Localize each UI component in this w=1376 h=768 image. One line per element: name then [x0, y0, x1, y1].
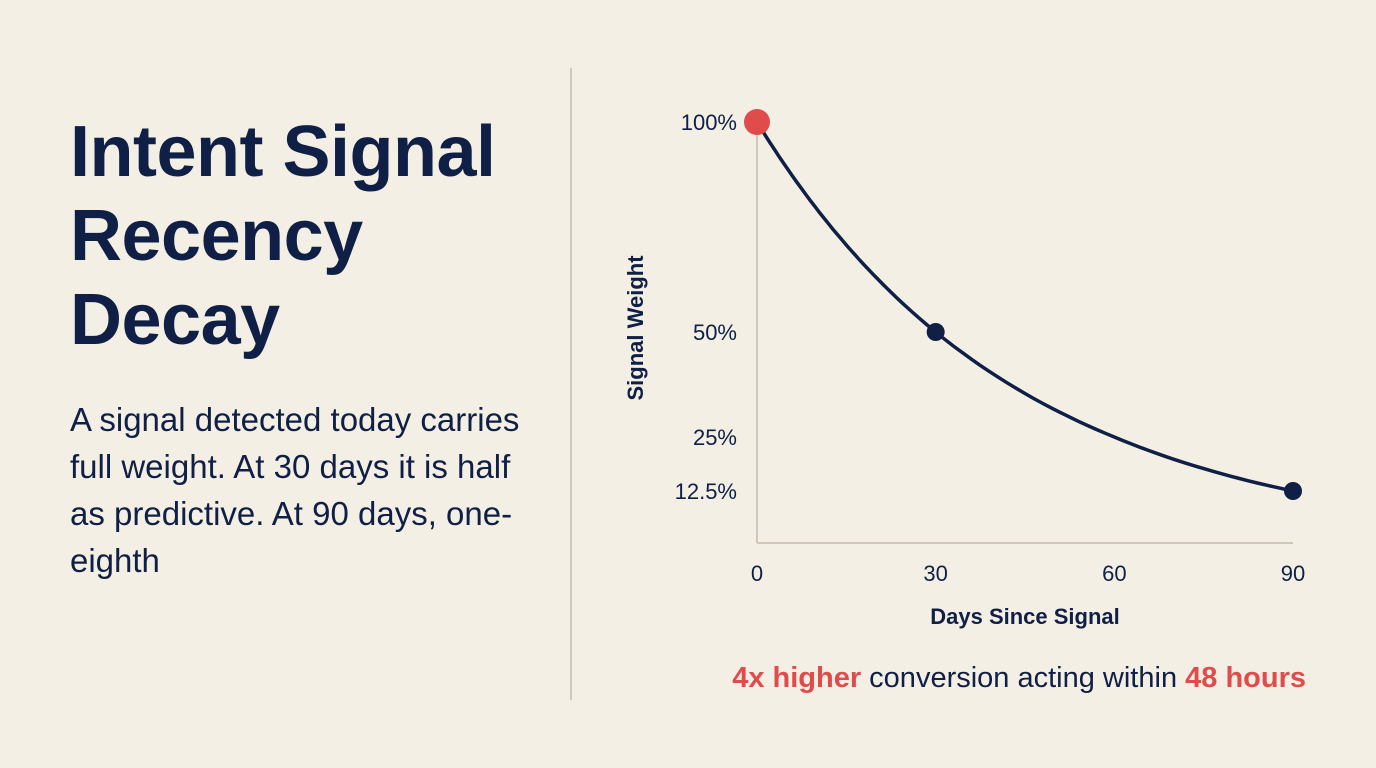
page-title: Intent Signal Recency Decay: [70, 110, 550, 362]
title-line-3: Decay: [70, 280, 280, 360]
x-tick-label: 60: [1102, 561, 1126, 586]
callout-highlight-multiplier: 4x higher: [732, 662, 862, 694]
x-tick-label: 30: [923, 561, 947, 586]
x-axis-title: Days Since Signal: [930, 604, 1120, 629]
y-axis-title: Signal Weight: [623, 255, 648, 401]
conversion-callout: 4x higher conversion acting within 48 ho…: [732, 662, 1306, 695]
x-tick-labels: 0 30 60 90: [751, 561, 1305, 586]
vertical-divider: [570, 68, 572, 700]
y-tick-label: 100%: [681, 110, 737, 135]
description-text: A signal detected today carries full wei…: [70, 401, 520, 579]
series-line: [755, 121, 1294, 493]
start-point-marker: [744, 109, 770, 135]
text-panel: Intent Signal Recency Decay A signal det…: [70, 110, 550, 584]
callout-text: conversion acting within: [861, 662, 1186, 694]
y-tick-label: 25%: [693, 425, 737, 450]
y-tick-labels: 100% 50% 25% 12.5%: [675, 110, 737, 504]
title-line-1: Intent Signal: [70, 112, 496, 192]
x-tick-label: 0: [751, 561, 763, 586]
title-line-2: Recency: [70, 196, 363, 276]
x-tick-label: 90: [1281, 561, 1305, 586]
y-tick-label: 12.5%: [675, 479, 737, 504]
data-point-marker: [926, 323, 945, 341]
y-tick-label: 50%: [693, 320, 737, 345]
data-point-marker: [1284, 482, 1302, 500]
data-markers: [744, 109, 1302, 500]
callout-highlight-hours: 48 hours: [1185, 662, 1306, 694]
